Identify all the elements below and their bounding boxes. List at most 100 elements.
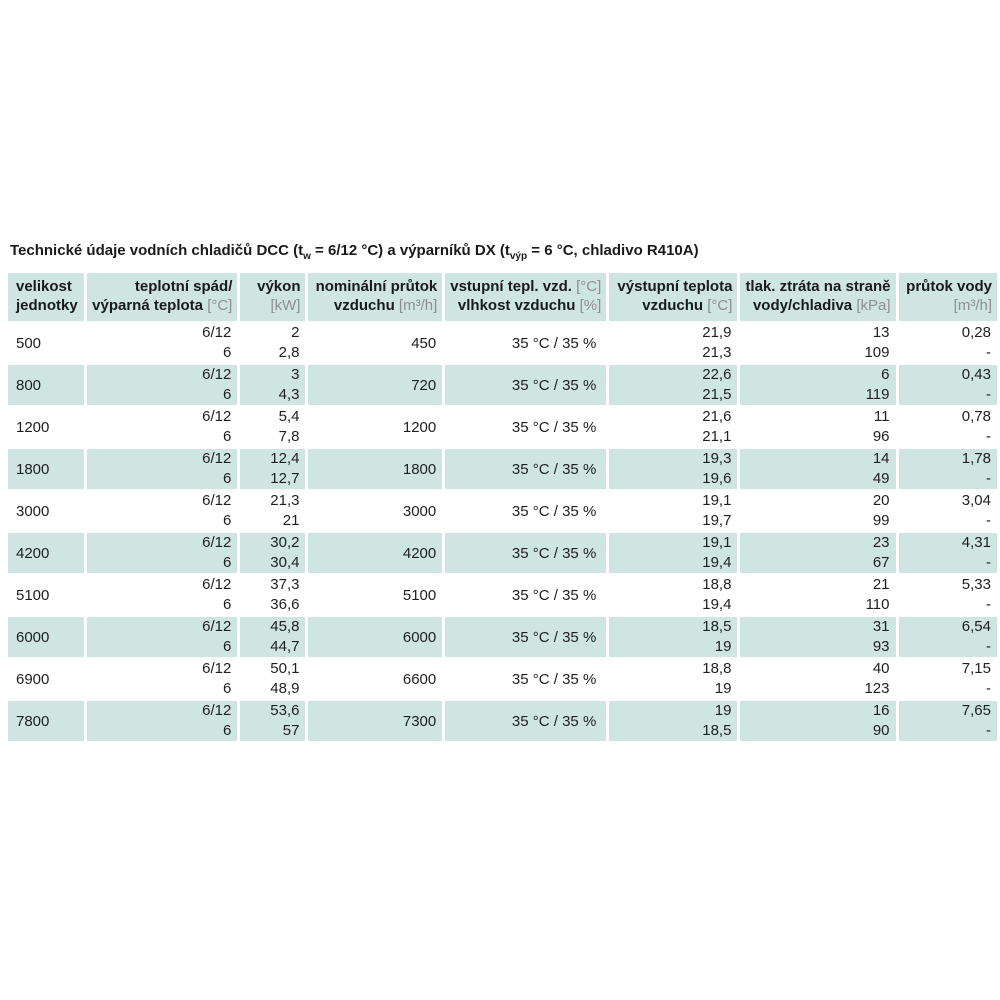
cell-prutok_vody: 7,65 -	[898, 701, 997, 741]
header-line: tlak. ztráta na straně	[745, 277, 890, 296]
cell-value: 50,1	[270, 660, 300, 677]
cell-value: 44,7	[270, 638, 300, 655]
header-cell-tlak: tlak. ztráta na straně vody/chladiva [kPa…	[740, 273, 896, 321]
cell-value: 23	[872, 534, 890, 551]
title-subscript-vyp: výp	[509, 251, 528, 262]
cell-value: 0,78	[961, 408, 991, 425]
header-line: vzduchu [°C]	[614, 296, 732, 315]
header-unit-label: [m³/h]	[953, 297, 992, 314]
cell-size: 7800	[8, 701, 85, 741]
cell-value: 6/12	[202, 408, 232, 425]
cell-size: 500	[8, 323, 85, 363]
table-row: 5100 6/12 6 37,3 36,6 5100 35 °C / 35 % 18,8 19,…	[8, 575, 997, 615]
cell-tlak: 20 99	[740, 491, 896, 531]
cell-value: 3,04	[961, 492, 991, 509]
cell-value: 21	[282, 512, 300, 529]
title-subscript-w: w	[303, 251, 311, 262]
header-line: výstupní teplota	[614, 277, 732, 296]
header-unit-label: [%]	[579, 297, 602, 314]
cell-tlak: 40 123	[740, 659, 896, 699]
cell-size: 3000	[8, 491, 85, 531]
cell-vykon: 30,2 30,4	[240, 533, 306, 573]
cell-vstupni: 35 °C / 35 %	[445, 701, 607, 741]
cell-value: 7,65	[961, 702, 991, 719]
cell-value: 19,7	[702, 512, 732, 529]
page-title: Technické údaje vodních chladičů DCC (tw…	[10, 242, 699, 262]
cell-value: 19,3	[702, 450, 732, 467]
cell-value: 6	[223, 680, 232, 697]
header-unit-label: [kW]	[270, 297, 301, 314]
cell-prutok_vzduchu: 450	[308, 323, 443, 363]
table-row: 1200 6/12 6 5,4 7,8 1200 35 °C / 35 % 21,6 21,1 1…	[8, 407, 997, 447]
cell-value: 90	[872, 722, 890, 739]
cell-prutok_vody: 3,04 -	[898, 491, 997, 531]
header-row: velikost jednotky teplotní spád/výparná te…	[8, 273, 997, 321]
header-line: vzduchu [m³/h]	[313, 296, 437, 315]
cell-tlak: 13 109	[740, 323, 896, 363]
header-label: průtok vody	[906, 278, 992, 295]
header-label: výstupní teplota	[617, 278, 733, 295]
cell-value: 3	[291, 366, 300, 383]
cell-value: 4,31	[961, 534, 991, 551]
cell-vystupni: 18,8 19	[609, 659, 738, 699]
header-line: jednotky	[16, 296, 79, 315]
cell-value: 53,6	[270, 702, 300, 719]
header-unit-label: [°C]	[707, 297, 733, 314]
cell-vstupni: 35 °C / 35 %	[445, 365, 607, 405]
cell-value: 5,4	[278, 408, 300, 425]
cell-value: 19,6	[702, 470, 732, 487]
cell-value: 21,9	[702, 324, 732, 341]
cell-value: 18,8	[702, 660, 732, 677]
cell-tlak: 11 96	[740, 407, 896, 447]
cell-value: 0,28	[961, 324, 991, 341]
header-label: tlak. ztráta na straně	[745, 278, 891, 295]
cell-vstupni: 35 °C / 35 %	[445, 575, 607, 615]
cell-value: 45,8	[270, 618, 300, 635]
header-label: jednotky	[16, 297, 78, 314]
cell-prutok_vzduchu: 3000	[308, 491, 443, 531]
cell-value: 48,9	[270, 680, 300, 697]
cell-value: 6	[223, 722, 232, 739]
cell-tlak: 6 119	[740, 365, 896, 405]
cell-spad: 6/12 6	[87, 449, 238, 489]
cell-value: 6/12	[202, 450, 232, 467]
cell-size: 4200	[8, 533, 85, 573]
header-line: [kW]	[245, 296, 300, 315]
cell-vystupni: 21,9 21,3	[609, 323, 738, 363]
cell-value: 20	[872, 492, 890, 509]
cell-size: 6900	[8, 659, 85, 699]
header-cell-size: velikost jednotky	[8, 273, 85, 321]
header-unit-label: [°C]	[207, 297, 233, 314]
cell-prutok_vzduchu: 6600	[308, 659, 443, 699]
cell-value: 11	[873, 408, 890, 425]
cell-vystupni: 19 18,5	[609, 701, 738, 741]
cell-size: 1200	[8, 407, 85, 447]
cell-vystupni: 18,5 19	[609, 617, 738, 657]
cell-value: 16	[872, 702, 890, 719]
cell-value: 14	[872, 450, 890, 467]
cell-spad: 6/12 6	[87, 491, 238, 531]
header-label: výparná teplota	[92, 297, 208, 314]
title-text: = 6 °C, chladivo R410A)	[527, 242, 699, 259]
cell-value: 57	[282, 722, 300, 739]
cell-vystupni: 21,6 21,1	[609, 407, 738, 447]
cell-vykon: 45,8 44,7	[240, 617, 306, 657]
header-line: průtok vody	[904, 277, 992, 296]
cell-value: 6/12	[202, 618, 232, 635]
cell-vstupni: 35 °C / 35 %	[445, 617, 607, 657]
cell-spad: 6/12 6	[87, 659, 238, 699]
cell-tlak: 21 110	[740, 575, 896, 615]
cell-size: 800	[8, 365, 85, 405]
cell-value: 109	[864, 344, 890, 361]
cell-value: 6	[223, 638, 232, 655]
cell-spad: 6/12 6	[87, 533, 238, 573]
cell-value: -	[986, 596, 991, 613]
cell-size: 6000	[8, 617, 85, 657]
header-line: výparná teplota [°C]	[92, 296, 232, 315]
header-cell-prutok_vzduchu: nominální průtok vzduchu [m³/h]	[308, 273, 443, 321]
cell-value: -	[986, 722, 991, 739]
cell-value: 18,5	[702, 618, 732, 635]
cell-value: 6/12	[202, 366, 232, 383]
cell-value: 13	[872, 324, 890, 341]
header-label: nominální průtok	[315, 278, 438, 295]
